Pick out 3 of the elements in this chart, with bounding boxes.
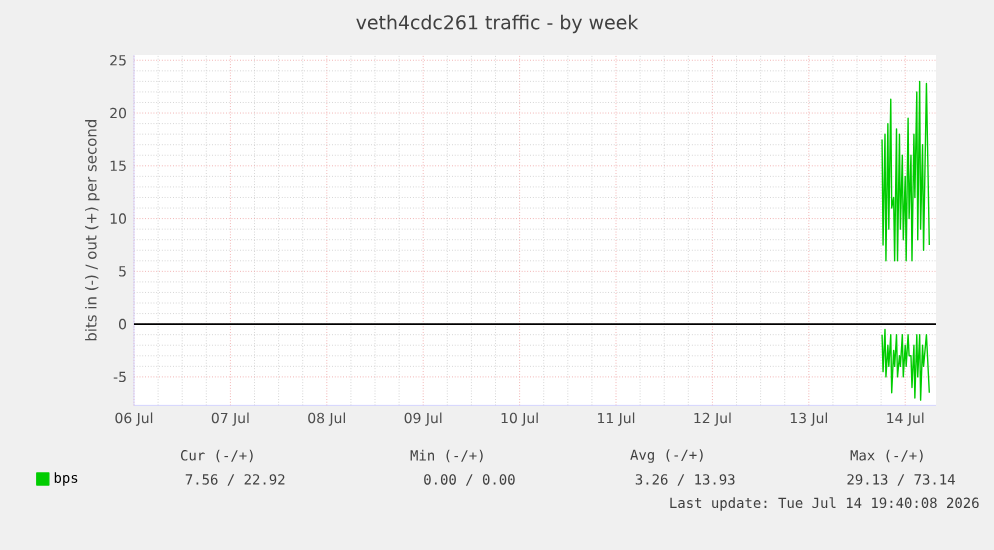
line-series: [881, 328, 931, 401]
chart-title: veth4cdc261 traffic - by week: [356, 14, 639, 34]
line-series: [881, 80, 931, 262]
